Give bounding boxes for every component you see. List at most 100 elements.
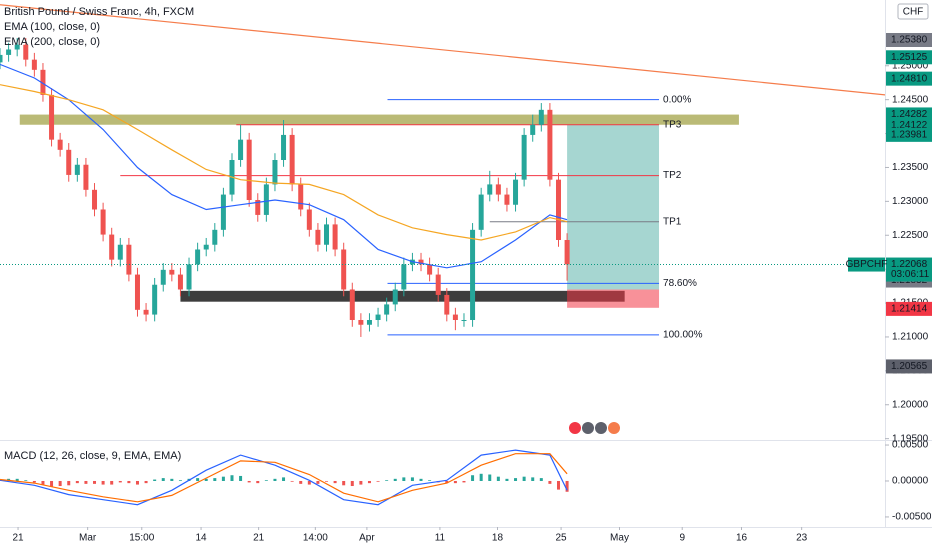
- macd-bar: [221, 476, 225, 481]
- macd-bar: [24, 480, 28, 481]
- event-icon[interactable]: [569, 422, 581, 434]
- candle-body: [169, 269, 175, 275]
- candle-body: [195, 249, 201, 265]
- macd-bar: [67, 480, 71, 486]
- price-label: 1.20565: [891, 361, 928, 372]
- candle-body: [392, 289, 398, 305]
- macd-bar: [135, 480, 139, 485]
- candle-body: [513, 179, 519, 205]
- candle-body: [160, 269, 166, 285]
- candle-body: [452, 314, 458, 320]
- x-tick-label: 23: [796, 533, 808, 544]
- currency[interactable]: CHF: [903, 7, 924, 18]
- price-label: 1.21414: [891, 304, 928, 315]
- candle-body: [212, 229, 218, 245]
- chart-title: British Pound / Swiss Franc, 4h, FXCM: [4, 6, 194, 18]
- price-label-bg: [886, 33, 932, 47]
- candle-body: [358, 320, 364, 325]
- price-label: 1.25125: [891, 52, 928, 63]
- legend-ema200: EMA (200, close, 0): [4, 36, 100, 48]
- macd-bar: [239, 475, 243, 481]
- macd-bar: [58, 480, 62, 487]
- price-label-bg: [886, 359, 932, 374]
- candle-body: [92, 189, 98, 210]
- macd-bar: [316, 480, 320, 484]
- macd-bar: [178, 480, 182, 481]
- candle-body: [315, 229, 321, 245]
- plot-area: 0.00% 78.60% 100.00% TP1 TP2 TP3: [0, 4, 932, 506]
- candle-body: [255, 200, 261, 215]
- macd-bar: [428, 480, 432, 481]
- candle-body: [57, 139, 63, 150]
- event-icon[interactable]: [582, 422, 594, 434]
- candle-body: [109, 234, 115, 260]
- x-tick-label: 14: [195, 533, 207, 544]
- candle-body: [83, 164, 89, 190]
- x-tick-label: Apr: [359, 533, 375, 544]
- y-tick-label: 1.23000: [892, 196, 929, 207]
- x-tick-label: May: [610, 533, 629, 544]
- candle-body: [349, 289, 355, 320]
- event-icon[interactable]: [595, 422, 607, 434]
- trendline: [0, 4, 932, 101]
- candle-body: [134, 274, 140, 310]
- candle-body: [341, 249, 347, 290]
- y-tick-label: 1.22500: [892, 230, 929, 241]
- y-tick-label: 1.25000: [892, 60, 929, 71]
- candle-body: [152, 284, 158, 315]
- last-price: 1.22068: [891, 259, 928, 270]
- macd-bar: [290, 480, 294, 482]
- candle-body: [470, 229, 476, 320]
- candle-body: [143, 309, 149, 315]
- candle-body: [564, 240, 570, 265]
- candle-body: [444, 294, 450, 315]
- candle-body: [427, 264, 433, 275]
- labels: British Pound / Swiss Franc, 4h, FXCM EM…: [4, 3, 932, 544]
- candle-body: [306, 209, 312, 230]
- level-label: TP3: [663, 119, 682, 130]
- price-label-bg: [886, 127, 932, 142]
- level-label: TP2: [663, 170, 682, 181]
- ema-line: [0, 84, 568, 241]
- macd-bar: [531, 477, 535, 481]
- macd-bar: [479, 473, 483, 481]
- y-tick-label: 1.19500: [892, 433, 929, 444]
- y-tick-label: 1.24500: [892, 94, 929, 105]
- y-tick-label: 0.00500: [892, 440, 929, 451]
- candle-body: [538, 109, 544, 125]
- macd-bar: [325, 480, 329, 482]
- candle-body: [461, 320, 467, 321]
- zone: [180, 290, 625, 302]
- level-label: 78.60%: [663, 278, 697, 289]
- candle-body: [435, 274, 441, 295]
- macd-bar: [264, 480, 268, 481]
- level-label: TP1: [663, 216, 682, 227]
- macd-title: MACD (12, 26, close, 9, EMA, EMA): [4, 450, 181, 462]
- level-label: 100.00%: [663, 330, 703, 341]
- macd-bar: [213, 478, 217, 481]
- event-icon[interactable]: [608, 422, 620, 434]
- price-label: 1.24122: [891, 120, 928, 131]
- macd-bar: [204, 478, 208, 481]
- candle-body: [40, 69, 46, 95]
- y-tick-label: -0.00500: [892, 512, 932, 523]
- macd-bar: [522, 476, 526, 481]
- candle-body: [14, 44, 20, 50]
- macd-bar: [75, 480, 79, 484]
- candle-body: [281, 134, 287, 160]
- macd-bar: [299, 480, 303, 484]
- macd-bar: [488, 474, 492, 481]
- y-tick-label: 1.21000: [892, 332, 929, 343]
- macd-bar: [393, 478, 397, 481]
- candle-body: [521, 134, 527, 180]
- candle-body: [555, 179, 561, 240]
- candle-body: [100, 209, 106, 235]
- time-axis-bg: [0, 527, 932, 550]
- zone: [567, 124, 660, 290]
- currency-box[interactable]: [897, 3, 929, 20]
- macd-line: [0, 449, 568, 506]
- macd-bar: [170, 478, 174, 481]
